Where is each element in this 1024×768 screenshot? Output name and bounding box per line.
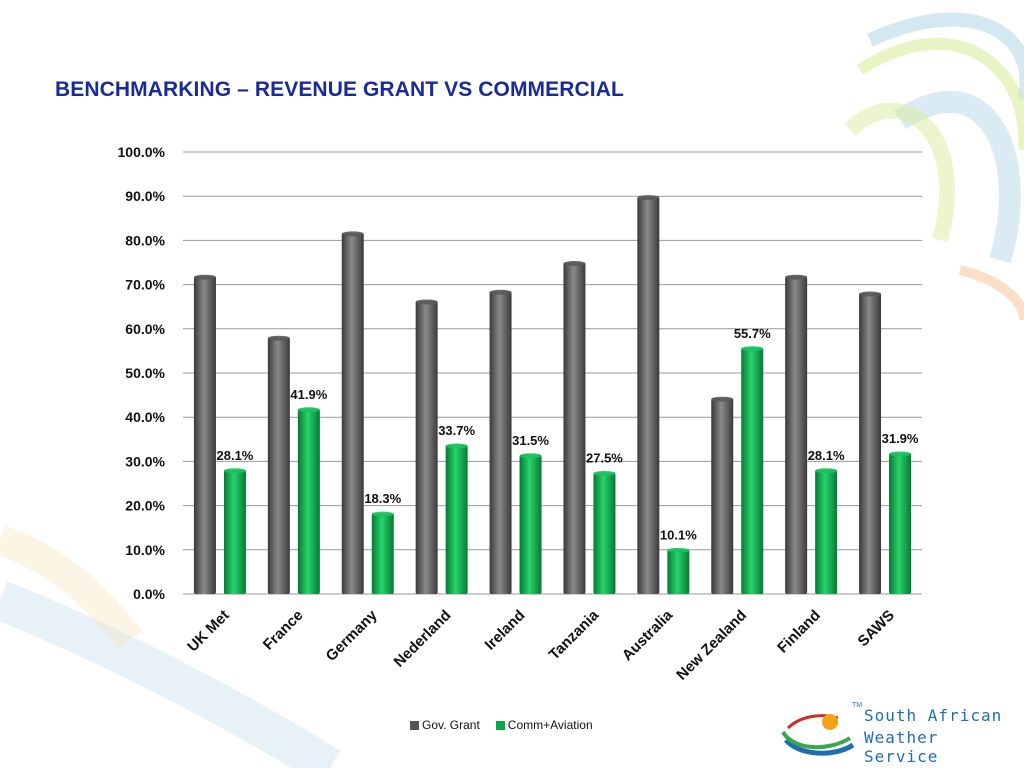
y-tick-label: 20.0% <box>125 498 165 514</box>
bar-cap <box>859 291 882 297</box>
bar-comm-aviation <box>445 445 468 594</box>
bar-cap <box>667 547 690 553</box>
y-tick-label: 90.0% <box>125 188 165 204</box>
y-tick-label: 40.0% <box>125 409 165 425</box>
data-labels: 28.1% 41.9% 18.3% 33.7% 31.5% 27.5% 10.1% 55.7%… <box>217 326 919 543</box>
bar-gov-grant <box>415 300 438 594</box>
y-tick-label: 80.0% <box>125 232 165 248</box>
y-tick-label: 50.0% <box>125 365 165 381</box>
bar-comm-aviation <box>223 469 246 594</box>
logo-line-1: South African <box>864 706 1003 725</box>
x-category-label: Finland <box>774 607 824 657</box>
bar-comm-aviation <box>519 454 542 594</box>
bar-gov-grant <box>785 276 808 594</box>
y-tick-label: 60.0% <box>125 321 165 337</box>
data-label: 31.9% <box>882 431 919 446</box>
x-axis-category-labels: UK Met France Germany Nederland Ireland Tanza… <box>184 606 898 683</box>
bar-comm-aviation <box>593 472 616 594</box>
x-category-label: Ireland <box>482 607 529 654</box>
bar-cap <box>267 335 290 341</box>
x-category-label: New Zealand <box>673 607 750 684</box>
saws-logo: TM South African Weather Service <box>778 700 1008 766</box>
bar-cap <box>297 407 320 413</box>
bar-cap <box>815 468 838 474</box>
x-category-label: Germany <box>323 606 381 664</box>
data-label: 18.3% <box>364 491 401 506</box>
data-label: 10.1% <box>660 527 697 542</box>
x-category-label: SAWS <box>855 607 898 650</box>
bar-cap <box>371 511 394 517</box>
bar-cap <box>489 289 512 295</box>
saws-logo-emblem-icon <box>781 714 855 756</box>
logo-trademark: TM <box>852 702 863 709</box>
bar-gov-grant <box>637 196 660 594</box>
y-tick-label: 100.0% <box>118 144 166 160</box>
bar-cap <box>415 299 438 305</box>
bar-comm-aviation <box>889 453 912 594</box>
bar-comm-aviation <box>667 549 690 594</box>
legend-swatch-gov-grant <box>410 720 419 730</box>
bar-cap <box>223 468 246 474</box>
bar-gov-grant <box>859 292 882 594</box>
legend-item-comm-aviation: Comm+Aviation <box>495 718 593 732</box>
bar-gov-grant <box>193 276 216 594</box>
bar-comm-aviation <box>815 469 838 594</box>
bar-cap <box>785 274 808 280</box>
bar-cap <box>889 451 912 457</box>
y-tick-label: 70.0% <box>125 277 165 293</box>
bar-cap <box>563 261 586 266</box>
y-axis-tick-labels: 0.0% 10.0% 20.0% 30.0% 40.0% 50.0% 60.0% 70.0% 8… <box>118 144 166 602</box>
legend-swatch-comm-aviation <box>495 720 505 730</box>
logo-line-2: Weather Service <box>864 728 939 766</box>
y-tick-label: 0.0% <box>133 586 165 602</box>
bar-cap <box>593 470 616 476</box>
bar-gov-grant <box>711 398 734 594</box>
bar-cap <box>445 443 468 449</box>
x-category-label: Australia <box>619 606 677 664</box>
data-label: 55.7% <box>734 326 771 341</box>
legend-label-gov-grant: Gov. Grant <box>422 718 480 732</box>
bar-cap <box>741 346 764 352</box>
data-label: 28.1% <box>808 448 845 463</box>
bar-cap <box>193 274 216 280</box>
x-category-label: Tanzania <box>546 606 603 663</box>
gridlines <box>183 151 922 595</box>
legend-label-comm-aviation: Comm+Aviation <box>507 718 593 732</box>
slide-title: BENCHMARKING – REVENUE GRANT VS COMMERCI… <box>55 78 624 101</box>
bar-gov-grant <box>563 262 586 594</box>
data-label: 27.5% <box>586 450 623 465</box>
data-label: 33.7% <box>438 423 475 438</box>
y-tick-label: 30.0% <box>125 453 165 469</box>
bar-gov-grant <box>341 232 364 595</box>
bar-cap <box>637 195 660 201</box>
chart-legend: Gov. Grant Comm+Aviation <box>410 718 593 732</box>
bar-gov-grant <box>489 291 512 594</box>
legend-item-gov-grant: Gov. Grant <box>410 718 480 732</box>
bar-comm-aviation <box>371 513 394 594</box>
x-category-label: France <box>260 607 307 654</box>
bar-comm-aviation <box>297 408 320 594</box>
data-label: 31.5% <box>512 433 549 448</box>
bar-cap <box>711 396 734 402</box>
bars <box>193 195 912 595</box>
y-tick-label: 10.0% <box>125 542 165 558</box>
bar-cap <box>519 453 542 459</box>
bar-cap <box>341 231 364 237</box>
data-label: 41.9% <box>290 387 327 402</box>
x-category-label: UK Met <box>184 607 233 656</box>
x-category-label: Nederland <box>391 607 455 671</box>
data-label: 28.1% <box>217 448 254 463</box>
bar-gov-grant <box>267 337 290 594</box>
bar-comm-aviation <box>741 347 764 594</box>
